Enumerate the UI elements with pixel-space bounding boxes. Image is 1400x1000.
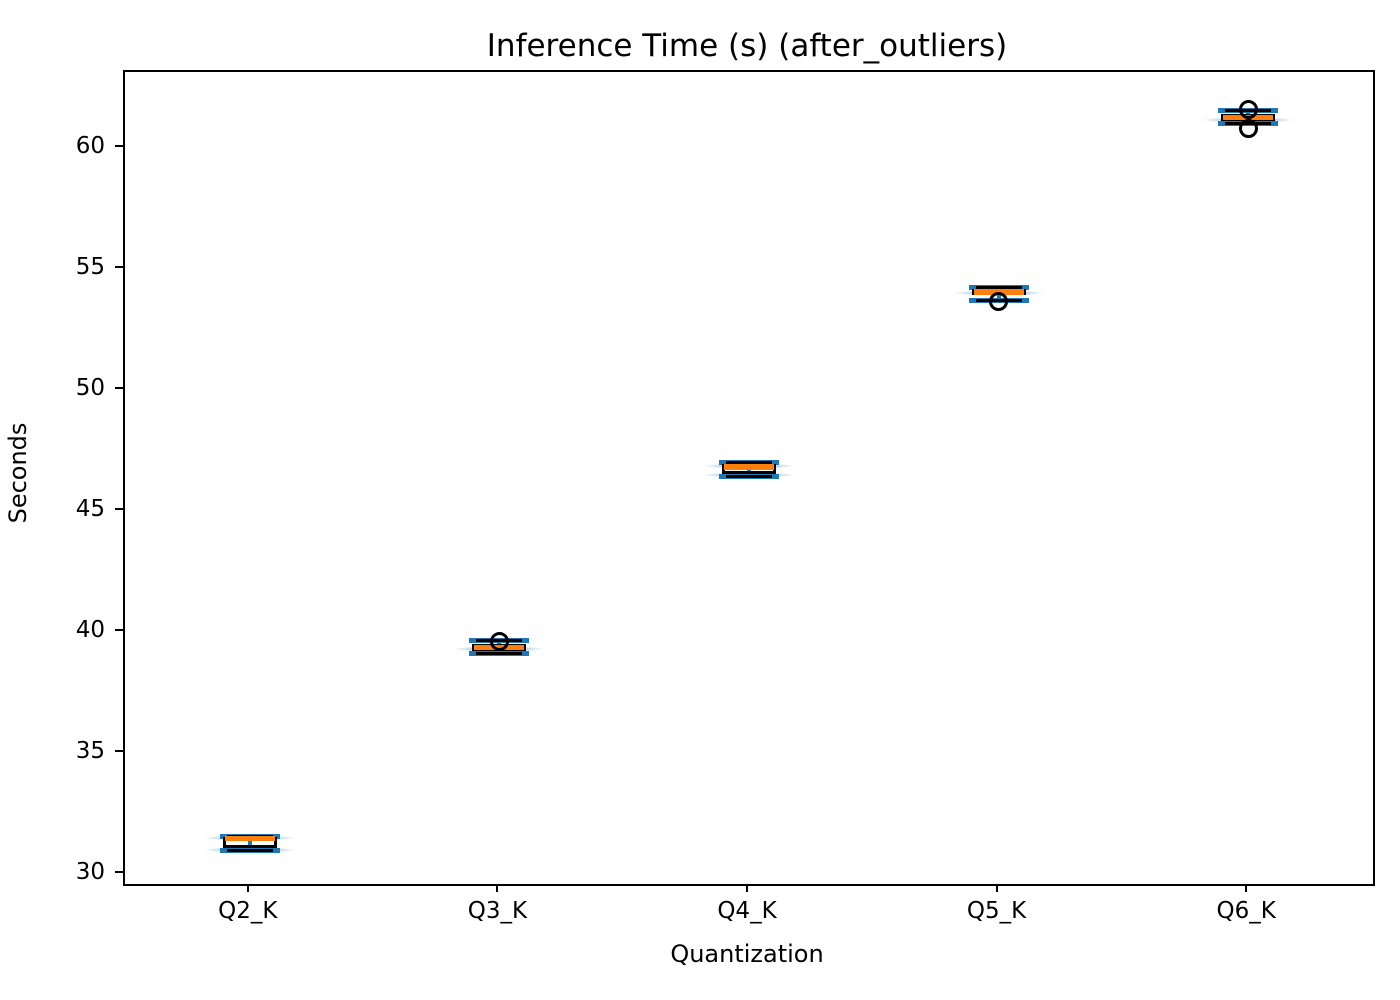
x-tick-label: Q3_K bbox=[467, 898, 528, 924]
y-tick-label: 45 bbox=[75, 495, 105, 522]
whisker-cap-bottom-q3_k bbox=[476, 651, 523, 655]
outlier-marker-q6_k bbox=[1238, 119, 1258, 139]
y-tick-label: 40 bbox=[75, 616, 105, 643]
x-tick-mark bbox=[995, 884, 998, 892]
x-axis-label: Quantization bbox=[670, 940, 824, 968]
median-line-q2_k bbox=[224, 835, 275, 842]
y-tick-label: 50 bbox=[75, 374, 105, 401]
y-tick-mark bbox=[115, 871, 123, 874]
x-tick-mark bbox=[1245, 884, 1248, 892]
y-tick-mark bbox=[115, 508, 123, 511]
y-tick-mark bbox=[115, 387, 123, 390]
chart-title: Inference Time (s) (after_outliers) bbox=[486, 28, 1008, 64]
x-tick-mark bbox=[746, 884, 748, 892]
outlier-marker-q6_k bbox=[1238, 99, 1258, 119]
y-tick-mark bbox=[115, 750, 123, 753]
outlier-marker-q5_k bbox=[989, 291, 1009, 311]
x-tick-label: Q6_K bbox=[1216, 898, 1276, 924]
x-tick-label: Q2_K bbox=[218, 898, 278, 924]
y-tick-mark bbox=[115, 266, 123, 269]
whisker-cap-bottom-q2_k bbox=[226, 849, 273, 853]
y-tick-label: 55 bbox=[75, 253, 105, 280]
median-line-q4_k bbox=[724, 464, 774, 470]
whisker-cap-top-q4_k bbox=[726, 460, 772, 464]
x-tick-mark bbox=[246, 884, 249, 892]
outlier-marker-q3_k bbox=[489, 631, 509, 651]
whisker-cap-top-q5_k bbox=[975, 286, 1022, 290]
x-tick-mark bbox=[496, 884, 499, 892]
y-tick-label: 30 bbox=[75, 858, 105, 885]
y-tick-label: 35 bbox=[75, 737, 105, 764]
y-tick-mark bbox=[115, 629, 123, 632]
y-tick-label: 60 bbox=[75, 132, 105, 159]
y-tick-mark bbox=[115, 145, 123, 148]
y-axis-label: Seconds bbox=[4, 422, 32, 524]
whisker-cap-bottom-q4_k bbox=[726, 474, 772, 478]
violin-center-bar-q2_k bbox=[247, 836, 252, 851]
x-tick-label: Q4_K bbox=[717, 898, 777, 924]
plot-area bbox=[123, 70, 1375, 886]
x-tick-label: Q5_K bbox=[966, 898, 1027, 924]
